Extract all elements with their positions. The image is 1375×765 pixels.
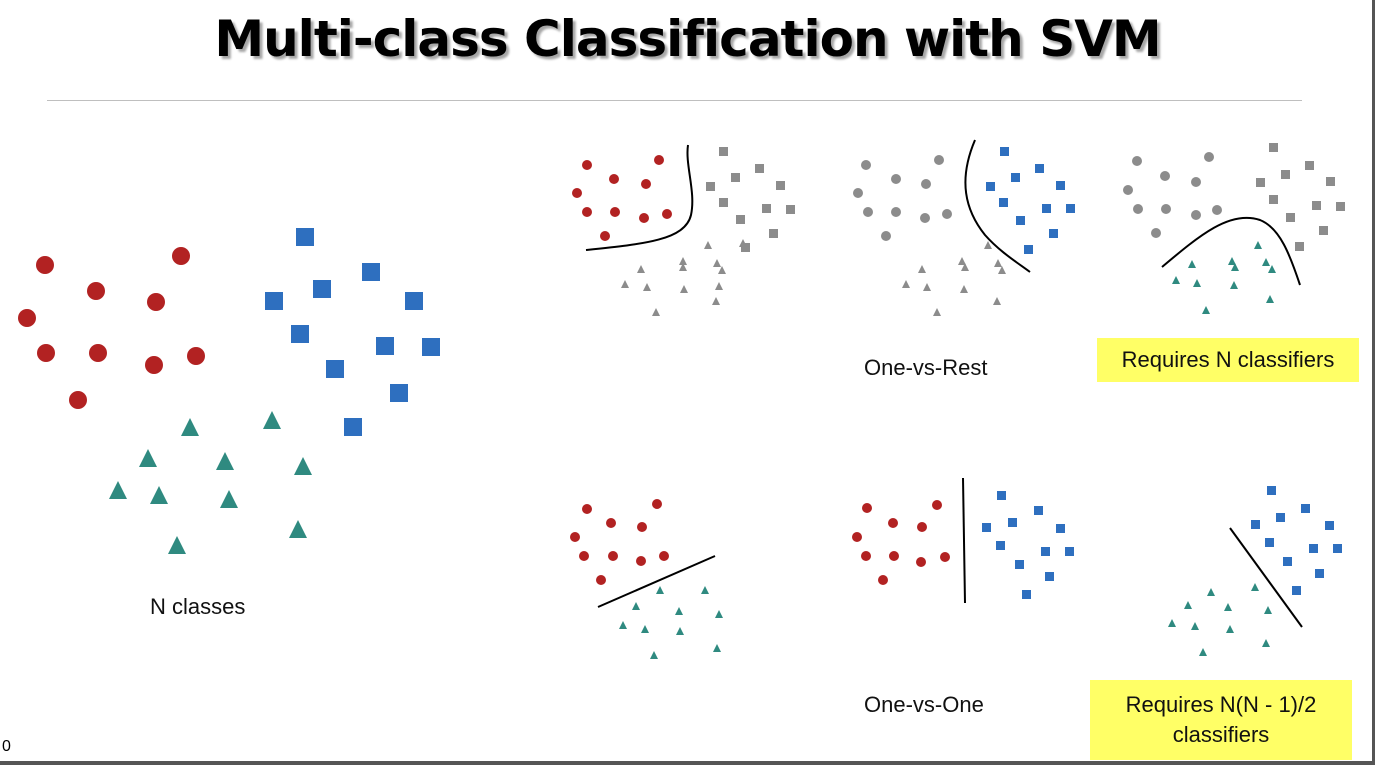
class-blue-squares — [265, 228, 440, 436]
ovo-red-vs-teal-panel — [570, 499, 723, 659]
one-vs-rest-label: One-vs-Rest — [864, 355, 988, 380]
ovr-requirement-callout: Requires N classifiers — [1097, 338, 1359, 382]
ovo-requirement-callout: Requires N(N - 1)/2 classifiers — [1090, 680, 1352, 760]
ovo-red-vs-blue-panel — [852, 477, 1074, 604]
ovo-blue-vs-teal-panel — [1168, 486, 1342, 656]
page-number: 0 — [2, 738, 11, 755]
ovr-teal-vs-rest-panel — [1123, 143, 1345, 314]
slide-edge-bottom — [0, 761, 1375, 765]
n-classes-label: N classes — [150, 594, 246, 619]
ovr-red-vs-rest-panel — [572, 144, 795, 316]
one-vs-one-label: One-vs-One — [864, 692, 984, 717]
title-divider — [47, 100, 1302, 101]
ovr-blue-vs-rest-panel — [853, 139, 1075, 316]
n-classes-scatter — [18, 228, 440, 554]
class-red-circles — [18, 247, 205, 409]
slide-edge-right — [1372, 0, 1375, 765]
class-teal-triangles — [109, 411, 312, 554]
slide-title: Multi-class Classification with SVM — [214, 10, 1161, 68]
